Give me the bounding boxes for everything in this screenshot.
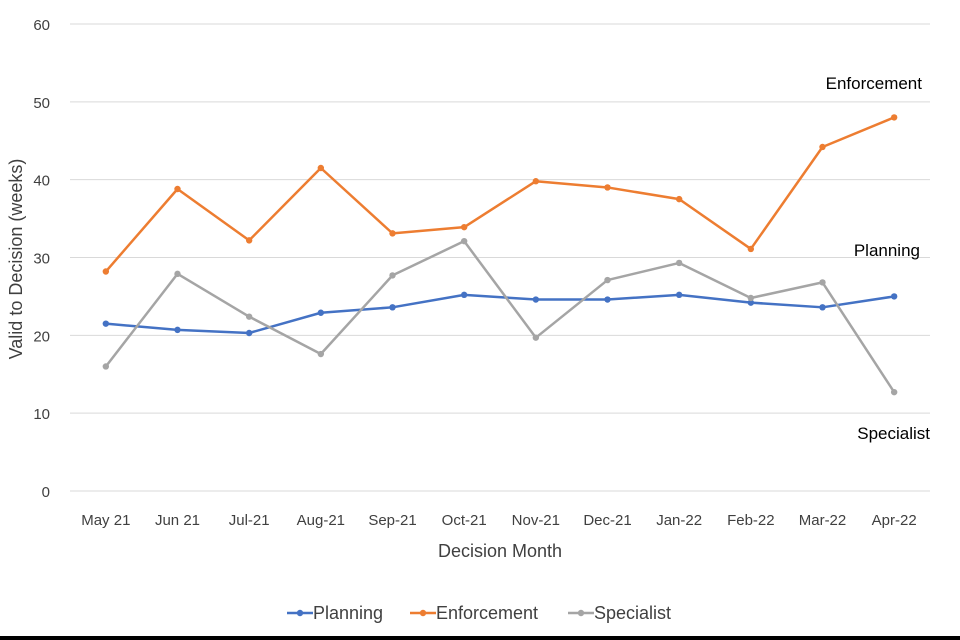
y-tick-label-30: 30 [33, 251, 50, 268]
data-point-planning [245, 329, 253, 337]
x-tick-label-jan-22: Jan-22 [656, 512, 702, 529]
y-tick-label-10: 10 [33, 406, 50, 423]
series-line-enforcement [104, 116, 896, 273]
data-point-planning [747, 299, 755, 306]
annotation-planning: Planning [854, 241, 920, 260]
x-tick-label-jul-21: Jul-21 [229, 512, 270, 529]
data-point-specialist [819, 279, 826, 286]
legend-label-enforcement: Enforcement [436, 603, 538, 623]
series-line-planning [104, 293, 896, 335]
x-tick-label-sep-21: Sep-21 [368, 512, 416, 529]
data-point-planning [890, 293, 898, 300]
data-point-planning [389, 304, 396, 311]
x-axis-ticks: May 21 Jun 21 Jul-21 Aug-21 Sep-21 Oct-21 Nov-… [81, 512, 916, 529]
legend-marker-specialist [577, 609, 585, 617]
data-point-enforcement [819, 143, 826, 151]
data-point-specialist [890, 388, 898, 396]
annotation-enforcement: Enforcement [826, 74, 923, 93]
data-point-enforcement [102, 268, 110, 275]
x-axis-title: Decision Month [438, 541, 562, 561]
bottom-border [0, 636, 960, 640]
x-tick-label-jun-21: Jun 21 [155, 512, 200, 529]
legend-label-specialist: Specialist [594, 603, 671, 623]
series-group [102, 114, 898, 396]
data-point-planning [532, 296, 540, 303]
x-tick-label-nov-21: Nov-21 [512, 512, 560, 529]
data-point-planning [604, 296, 611, 303]
data-point-specialist [604, 276, 611, 284]
x-tick-label-feb-22: Feb-22 [727, 512, 775, 529]
data-point-enforcement [389, 230, 396, 237]
data-point-planning [819, 304, 826, 311]
data-point-enforcement [675, 195, 683, 203]
y-tick-label-0: 0 [42, 484, 50, 501]
y-tick-label-20: 20 [33, 328, 50, 345]
data-point-specialist [532, 334, 540, 341]
data-point-enforcement [532, 178, 540, 185]
x-tick-label-apr-22: Apr-22 [872, 512, 917, 529]
data-point-planning [317, 309, 325, 316]
x-tick-label-may-21: May 21 [81, 512, 130, 529]
data-point-specialist [389, 272, 396, 279]
data-point-planning [675, 291, 683, 299]
x-tick-label-dec-21: Dec-21 [583, 512, 631, 529]
data-point-specialist [102, 363, 110, 370]
series-line-specialist [104, 239, 896, 394]
legend-marker-planning [296, 609, 304, 617]
data-point-specialist [460, 237, 468, 245]
data-point-planning [460, 291, 468, 299]
legend-marker-enforcement [419, 609, 427, 617]
data-point-enforcement [747, 245, 755, 253]
data-point-planning [174, 326, 181, 334]
gridlines [70, 23, 930, 492]
data-point-enforcement [174, 185, 181, 193]
y-axis-ticks: 0 10 20 30 40 50 60 [33, 17, 50, 501]
legend: Planning Enforcement Specialist [287, 603, 671, 623]
y-tick-label-40: 40 [33, 173, 50, 190]
data-point-specialist [174, 270, 181, 278]
y-tick-label-50: 50 [33, 95, 50, 112]
x-tick-label-mar-22: Mar-22 [799, 512, 847, 529]
y-axis-title: Valid to Decision (weeks) [6, 159, 26, 360]
data-point-specialist [317, 350, 325, 358]
data-point-specialist [747, 294, 755, 302]
data-point-enforcement [604, 184, 611, 191]
data-point-planning [102, 320, 110, 327]
data-point-enforcement [890, 114, 898, 121]
y-tick-label-60: 60 [33, 17, 50, 34]
legend-label-planning: Planning [313, 603, 383, 623]
data-point-specialist [675, 259, 683, 267]
annotation-specialist: Specialist [857, 424, 930, 443]
x-tick-label-aug-21: Aug-21 [297, 512, 345, 529]
data-point-enforcement [460, 223, 468, 231]
data-point-specialist [245, 313, 253, 320]
x-tick-label-oct-21: Oct-21 [442, 512, 487, 529]
data-point-enforcement [317, 164, 325, 172]
data-point-enforcement [245, 237, 253, 244]
